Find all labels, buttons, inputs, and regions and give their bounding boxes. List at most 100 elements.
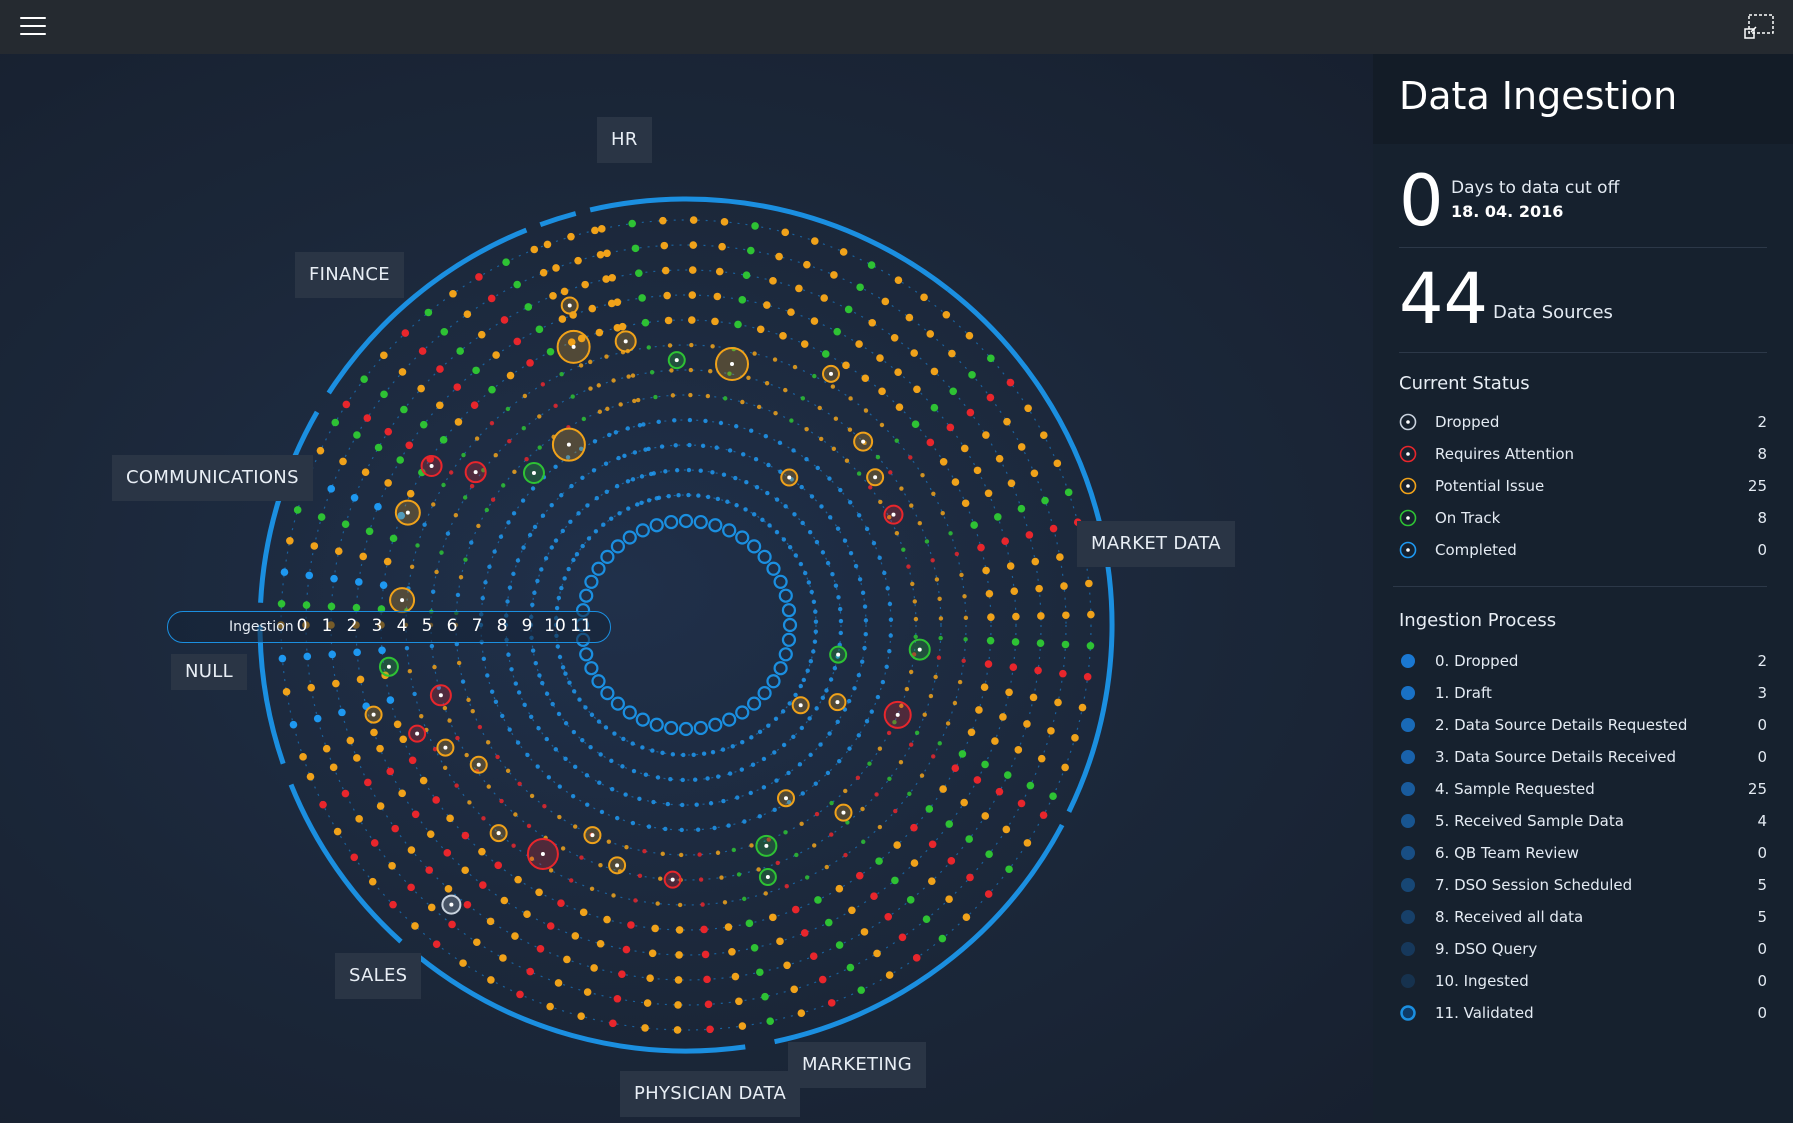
source-dot — [289, 720, 298, 729]
category-hr[interactable]: HR — [597, 117, 652, 163]
category-communications[interactable]: COMMUNICATIONS — [112, 455, 313, 501]
source-dot — [951, 478, 960, 486]
status-row-dropped[interactable]: Dropped 2 — [1399, 406, 1767, 438]
source-dot — [744, 480, 749, 485]
source-dot — [835, 941, 844, 949]
category-physician-data[interactable]: PHYSICIAN DATA — [620, 1071, 801, 1117]
status-row-potential-issue[interactable]: Potential Issue 25 — [1399, 470, 1767, 502]
category-marketing[interactable]: MARKETING — [788, 1042, 926, 1088]
process-stage-icon — [1401, 846, 1415, 860]
source-dot — [620, 764, 625, 769]
source-dot — [679, 827, 684, 833]
ingestion-step-1[interactable]: 1 — [321, 616, 333, 636]
source-dot — [891, 876, 899, 885]
source-dot — [686, 492, 691, 498]
ingestion-step-7[interactable]: 7 — [471, 616, 483, 636]
source-dot — [908, 669, 914, 675]
source-dot — [660, 241, 669, 250]
category-finance[interactable]: FINANCE — [295, 252, 404, 298]
source-dot — [926, 330, 935, 338]
ingestion-step-2[interactable]: 2 — [346, 616, 358, 636]
source-dot — [563, 721, 569, 726]
source-dot — [578, 363, 584, 368]
process-row-0[interactable]: 0. Dropped 2 — [1399, 645, 1767, 677]
process-row-1[interactable]: 1. Draft 3 — [1399, 677, 1767, 709]
source-dot — [588, 386, 593, 391]
process-row-5[interactable]: 5. Received Sample Data 4 — [1399, 805, 1767, 837]
source-dot — [506, 652, 511, 657]
source-dot — [701, 751, 707, 756]
source-dot — [864, 526, 870, 532]
source-dot — [486, 917, 495, 926]
source-dot — [500, 896, 509, 905]
source-dot — [499, 954, 507, 962]
source-dot — [767, 523, 772, 528]
source-dot — [835, 526, 841, 531]
process-row-10[interactable]: 10. Ingested 0 — [1399, 965, 1767, 997]
source-dot — [980, 683, 989, 691]
source-dot — [857, 577, 863, 582]
process-row-4[interactable]: 4. Sample Requested 25 — [1399, 773, 1767, 805]
source-dot — [466, 697, 471, 703]
category-market-data[interactable]: MARKET DATA — [1077, 521, 1235, 567]
process-row-8[interactable]: 8. Received all data 5 — [1399, 901, 1767, 933]
source-dot — [492, 549, 497, 554]
status-marker-center — [415, 731, 420, 736]
ingestion-step-9[interactable]: 9 — [521, 616, 533, 636]
ingestion-step-0[interactable]: 0 — [296, 616, 308, 636]
ingestion-step-8[interactable]: 8 — [496, 616, 508, 636]
source-dot — [832, 665, 838, 671]
process-row-7[interactable]: 7. DSO Session Scheduled 5 — [1399, 869, 1767, 901]
ingestion-step-6[interactable]: 6 — [446, 616, 458, 636]
process-row-9[interactable]: 9. DSO Query 0 — [1399, 933, 1767, 965]
source-dot — [984, 890, 993, 898]
source-dot — [526, 967, 535, 976]
category-null[interactable]: NULL — [171, 654, 247, 690]
source-dot — [778, 469, 783, 474]
source-dot — [982, 566, 990, 575]
category-sales[interactable]: SALES — [335, 953, 422, 999]
source-dot — [827, 999, 836, 1007]
source-dot — [1005, 688, 1013, 697]
ingestion-step-11[interactable]: 11 — [570, 616, 592, 636]
source-dot — [591, 468, 597, 473]
source-dot — [1078, 703, 1087, 712]
hamburger-menu-icon[interactable] — [18, 15, 48, 39]
cutoff-date: 18. 04. 2016 — [1451, 202, 1564, 221]
process-row-3[interactable]: 3. Data Source Details Received 0 — [1399, 741, 1767, 773]
status-marker-center — [540, 851, 545, 856]
source-dot — [453, 513, 459, 518]
process-count: 0 — [1757, 940, 1767, 958]
source-dot — [804, 426, 809, 432]
source-dot — [473, 938, 481, 947]
source-dot — [734, 424, 739, 429]
source-dot — [766, 462, 771, 468]
source-dot — [844, 458, 850, 463]
source-dot — [885, 586, 890, 591]
source-dot — [611, 893, 616, 898]
source-dot — [800, 396, 806, 401]
process-row-2[interactable]: 2. Data Source Details Requested 0 — [1399, 709, 1767, 741]
source-dot — [660, 750, 665, 756]
inner-bead — [708, 717, 723, 732]
status-row-requires-attention[interactable]: Requires Attention 8 — [1399, 438, 1767, 470]
ingestion-step-5[interactable]: 5 — [421, 616, 433, 636]
ingestion-step-4[interactable]: 4 — [396, 616, 408, 636]
inner-bead — [735, 705, 750, 720]
source-dot — [1054, 698, 1062, 707]
status-row-on-track[interactable]: On Track 8 — [1399, 502, 1767, 534]
ingestion-step-10[interactable]: 10 — [544, 616, 566, 636]
source-dot — [965, 835, 973, 843]
source-dot — [813, 629, 819, 634]
source-dot — [899, 703, 904, 709]
source-dot — [708, 368, 713, 374]
source-dot — [687, 442, 692, 448]
process-row-11[interactable]: 11. Validated 0 — [1399, 997, 1767, 1029]
source-dot — [1017, 443, 1026, 451]
source-dot — [673, 443, 678, 448]
process-row-6[interactable]: 6. QB Team Review 0 — [1399, 837, 1767, 869]
status-row-completed[interactable]: Completed 0 — [1399, 534, 1767, 566]
fullscreen-icon[interactable] — [1743, 13, 1775, 41]
ingestion-step-3[interactable]: 3 — [371, 616, 383, 636]
process-stage-icon — [1401, 814, 1415, 828]
